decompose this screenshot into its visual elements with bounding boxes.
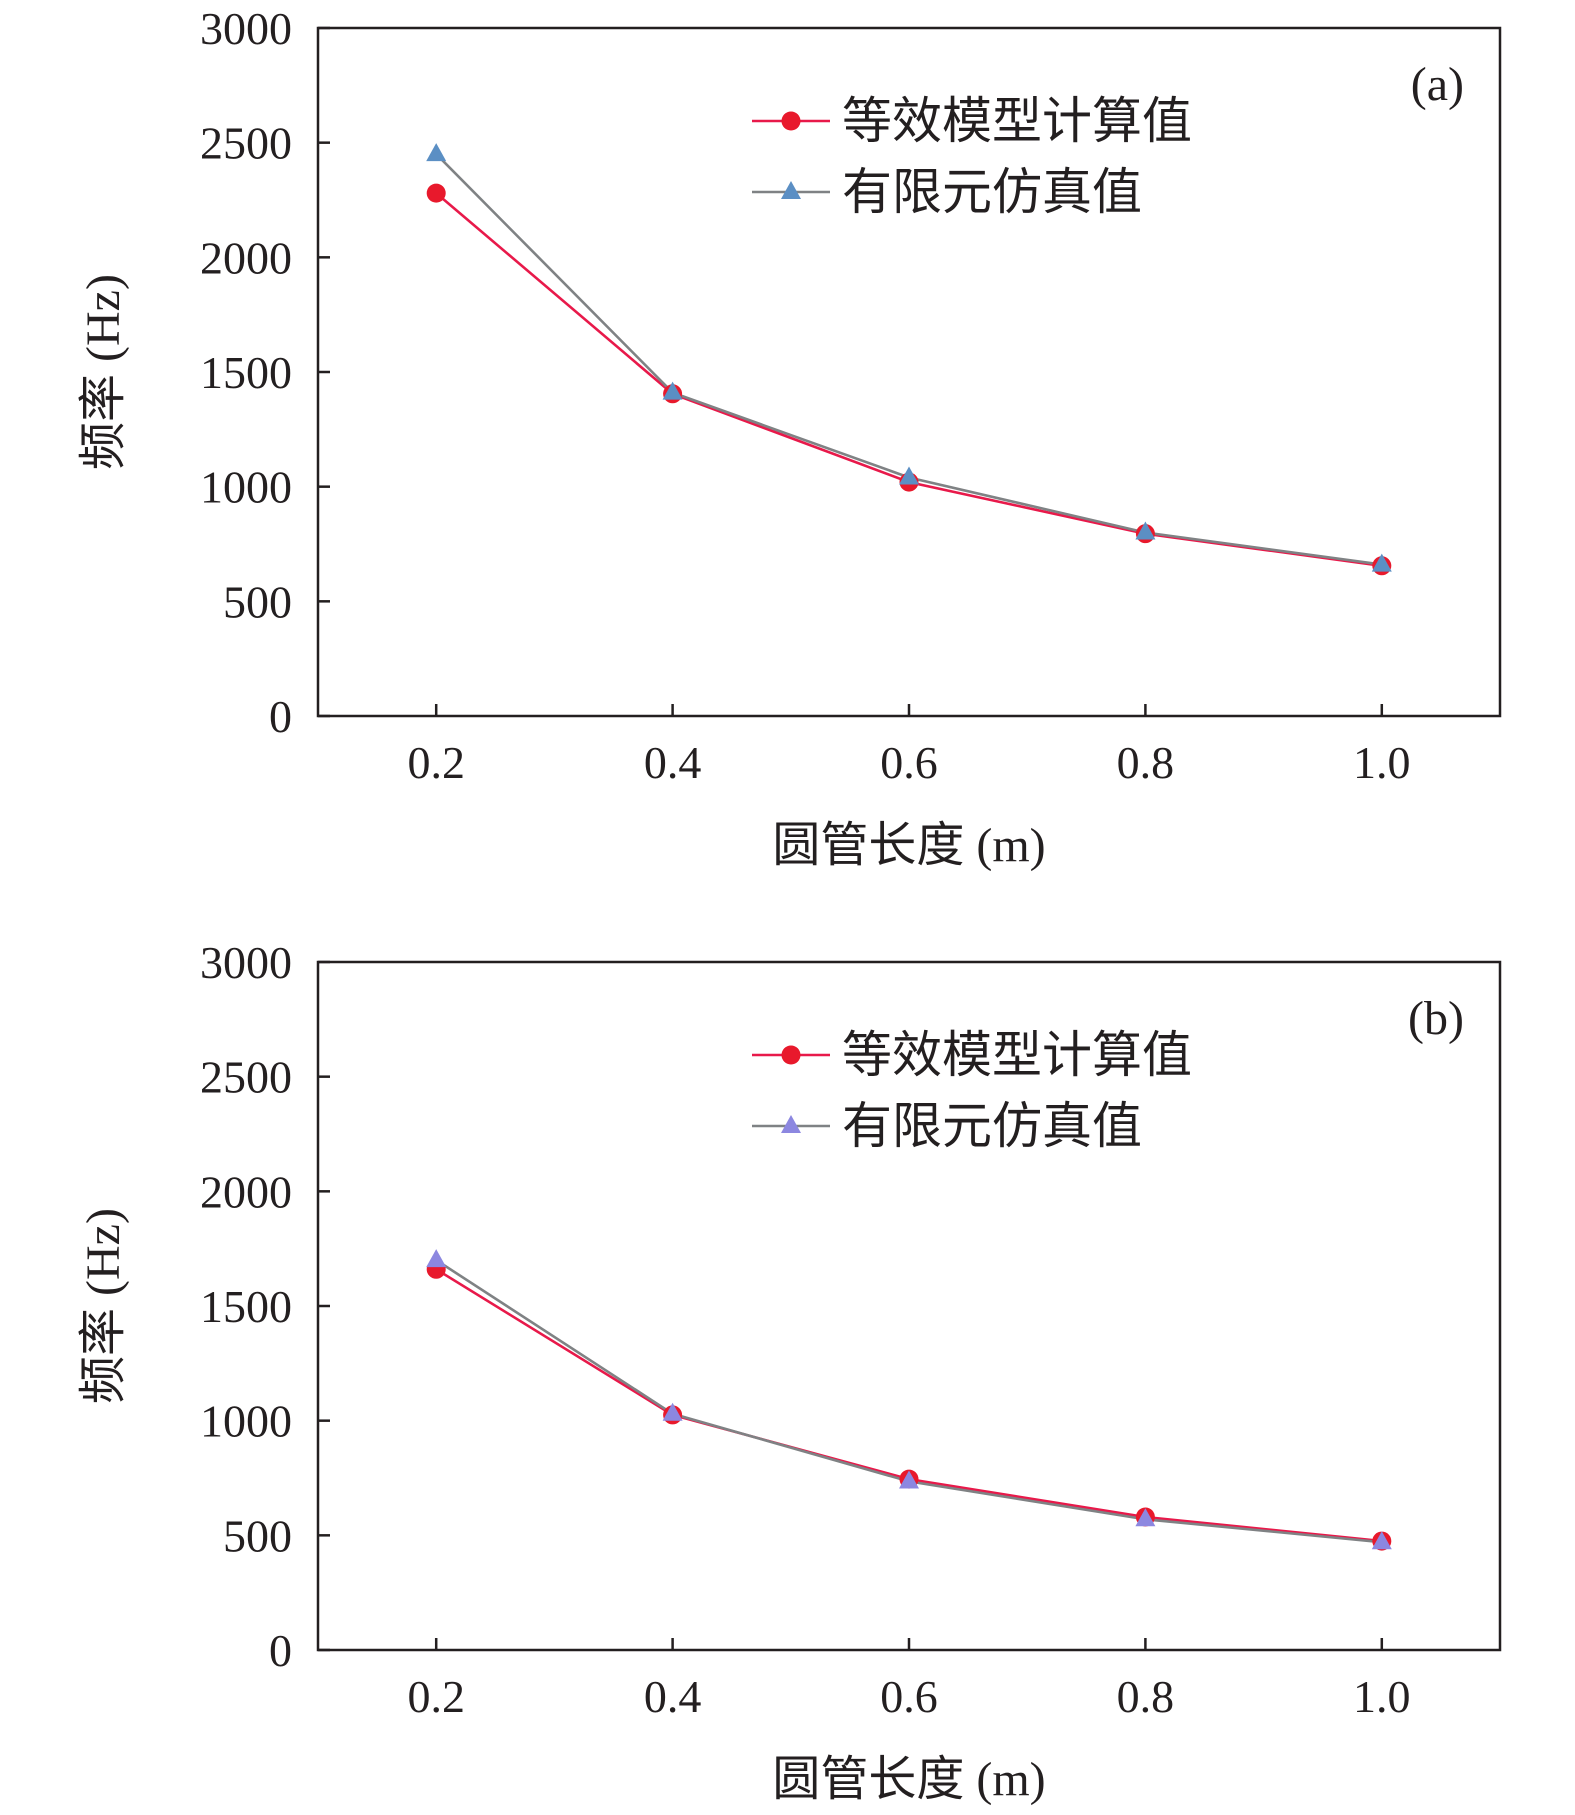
y-tick-label: 0 [269,1625,292,1676]
x-axis-title: 圆管长度 (m) [772,1753,1045,1806]
series-line-1 [435,192,1382,568]
chart-panel-a: 0 500 1000 1500 2000 2500 3000 0.2 0.4 0.6 0.8 1.0 圆… [77,3,1502,872]
data-point-triangle [1371,553,1392,572]
y-tick-label: 2000 [200,1166,292,1217]
y-tick-label: 3000 [200,937,292,988]
y-tick-label: 1000 [200,1396,292,1447]
y-axis-title: 频率 (Hz) [77,1208,130,1404]
legend-label: 有限元仿真值 [842,164,1142,220]
y-axis-title: 频率 (Hz) [77,274,130,470]
x-tick-label: 0.8 [1117,737,1175,788]
y-tick-label: 2000 [200,232,292,283]
data-point-triangle [899,1470,919,1489]
series-line-1 [435,1268,1382,1543]
data-point-triangle [426,143,447,162]
data-point-triangle [662,381,683,400]
legend-marker-circle [781,1045,801,1065]
y-tick-label: 1500 [200,347,292,398]
data-point-triangle [426,1249,447,1268]
data-point-triangle [1135,521,1156,540]
legend-marker-triangle [781,1115,801,1133]
legend-marker-triangle [781,181,801,199]
data-point-triangle [662,1402,683,1421]
x-tick-label: 0.2 [407,737,465,788]
y-tick-label: 2500 [200,1052,292,1103]
data-point-circle [426,183,446,203]
y-tick-label: 0 [269,691,292,742]
chart-panel-b: 0 500 1000 1500 2000 2500 3000 0.2 0.4 0.6 0.8 1.0 圆… [77,937,1502,1806]
data-point-triangle [1371,1531,1392,1550]
series-line-2 [435,1259,1382,1544]
panel-label: (a) [1411,58,1464,111]
y-tick-label: 3000 [200,3,292,54]
legend-label: 等效模型计算值 [842,93,1192,149]
y-tick-label: 1500 [200,1281,292,1332]
y-tick-label: 2500 [200,118,292,169]
x-tick-label: 0.2 [407,1671,465,1722]
x-tick-label: 0.6 [880,737,938,788]
legend-label: 等效模型计算值 [842,1027,1192,1083]
y-tick-label: 500 [223,576,292,627]
x-tick-label: 0.8 [1117,1671,1175,1722]
y-tick-label: 500 [223,1510,292,1561]
panel-label: (b) [1408,992,1464,1045]
data-point-triangle [899,466,919,485]
legend-marker-circle [781,111,801,131]
legend-label: 有限元仿真值 [842,1098,1142,1154]
data-point-triangle [1135,1508,1156,1527]
x-tick-label: 1.0 [1353,1671,1411,1722]
x-tick-label: 1.0 [1353,737,1411,788]
x-tick-label: 0.4 [644,1671,702,1722]
x-tick-label: 0.6 [880,1671,938,1722]
y-tick-label: 1000 [200,462,292,513]
x-axis-title: 圆管长度 (m) [772,819,1045,872]
x-tick-label: 0.4 [644,737,702,788]
